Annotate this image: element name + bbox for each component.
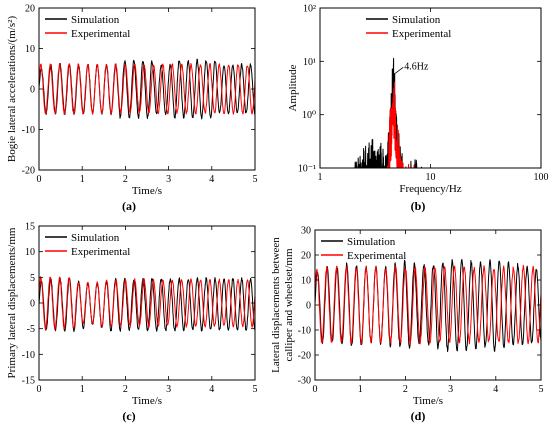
x-tick-label: 0 [37, 384, 42, 395]
y-tick-label: 10 [25, 247, 35, 258]
y-axis-label-line: Lateral displacements between [270, 237, 282, 373]
y-tick-label: 15 [25, 222, 35, 233]
x-tick-label: 0 [37, 174, 42, 185]
series-simulation [39, 277, 255, 333]
y-ticks: -15 -10 -5 0 5 10 15 [22, 222, 255, 387]
legend-label: Simulation [347, 236, 396, 248]
y-ticks: -20 -10 0 10 20 [22, 4, 255, 177]
x-tick-label: 1 [80, 384, 85, 395]
y-tick-label: 10 [301, 276, 311, 287]
y-tick-label: 0 [30, 299, 35, 310]
legend-label: Simulation [392, 14, 441, 26]
legend-label: Experimental [392, 28, 451, 40]
panel-c: 0 1 2 3 4 5 -15 -10 -5 0 5 10 15 Time/s Primary latera… [6, 222, 258, 424]
series-simulation [320, 57, 541, 168]
y-axis-label: Bogie lateral accelerations/(m/s²) [6, 16, 18, 163]
y-tick-label: -5 [27, 324, 35, 335]
series-experimental [320, 81, 541, 168]
legend: Simulation Experimental [321, 236, 406, 262]
x-tick-label: 5 [539, 384, 544, 395]
x-tick-label: 4 [209, 384, 214, 395]
x-tick-label: 3 [448, 384, 453, 395]
panel-label: (a) [122, 199, 136, 213]
series-experimental [39, 276, 255, 331]
y-axis-label-line: calliper and wheelset/mm [283, 248, 295, 361]
y-axis-label: Lateral displacements between calliper an… [270, 237, 295, 373]
plot-area [315, 258, 541, 353]
x-tick-label: 2 [123, 384, 128, 395]
panel-b: 1 10 100 10⁻¹ 10⁰ 10¹ 10² Frequency/Hz Amplitude… [287, 4, 549, 214]
y-ticks: 10⁻¹ 10⁰ 10¹ 10² [298, 4, 541, 175]
y-tick-label: 5 [30, 273, 35, 284]
x-tick-label: 5 [253, 174, 258, 185]
y-tick-label: 0 [30, 85, 35, 96]
legend-label: Experimental [71, 246, 130, 258]
x-tick-label: 100 [534, 172, 549, 183]
x-tick-label: 3 [166, 174, 171, 185]
y-tick-label: 20 [25, 4, 35, 15]
x-tick-label: 1 [80, 174, 85, 185]
y-tick-label: -10 [22, 350, 35, 361]
annotation-label: 4.6Hz [404, 61, 429, 72]
panel-a: 0 1 2 3 4 5 -20 -10 0 10 20 Time/s Bogie lateral acc… [6, 4, 258, 214]
y-tick-label: -15 [22, 376, 35, 387]
x-tick-label: 1 [358, 384, 363, 395]
x-tick-label: 0 [313, 384, 318, 395]
x-tick-label: 2 [403, 384, 408, 395]
x-axis-label: Time/s [132, 185, 162, 197]
y-tick-label: 0 [306, 301, 311, 312]
plot-area [320, 57, 541, 168]
x-tick-label: 1 [318, 172, 323, 183]
x-axis-label: Time/s [132, 395, 162, 407]
x-ticks: 1 10 100 [318, 8, 549, 183]
legend-label: Simulation [71, 14, 120, 26]
legend-label: Simulation [71, 232, 120, 244]
x-tick-label: 5 [253, 384, 258, 395]
x-ticks: 0 1 2 3 4 5 [37, 226, 258, 395]
y-tick-label: 20 [301, 251, 311, 262]
y-ticks: -30 -20 -10 0 10 20 30 [298, 226, 541, 387]
y-tick-label: 10² [303, 4, 316, 15]
legend: Simulation Experimental [45, 232, 130, 258]
x-tick-label: 10 [426, 172, 436, 183]
y-tick-label: -20 [298, 351, 311, 362]
series-experimental [315, 264, 541, 345]
legend-label: Experimental [71, 28, 130, 40]
panel-label: (d) [411, 409, 426, 423]
y-axis-label: Amplitude [287, 64, 299, 111]
series-experimental [39, 62, 255, 115]
x-ticks: 0 1 2 3 4 5 [313, 230, 544, 395]
annotation-pointer [394, 66, 404, 74]
y-tick-label: 10 [25, 44, 35, 55]
x-ticks: 0 1 2 3 4 5 [37, 8, 258, 185]
plot-area [39, 58, 255, 120]
y-tick-label: 10¹ [303, 57, 316, 68]
x-axis-label: Frequency/Hz [399, 183, 461, 195]
y-tick-label: -30 [298, 376, 311, 387]
x-tick-label: 2 [123, 174, 128, 185]
series-simulation [315, 258, 541, 353]
panel-label: (b) [411, 199, 426, 213]
y-tick-label: 10⁰ [302, 110, 316, 121]
y-tick-label: -10 [298, 326, 311, 337]
panel-label: (c) [122, 409, 135, 423]
x-tick-label: 4 [209, 174, 214, 185]
y-tick-label: -10 [22, 125, 35, 136]
x-tick-label: 3 [166, 384, 171, 395]
plot-area [39, 276, 255, 333]
panel-d: 0 1 2 3 4 5 -30 -20 -10 0 10 20 30 Time/s Lateral disp… [270, 226, 544, 424]
y-tick-label: 10⁻¹ [298, 164, 316, 175]
legend-label: Experimental [347, 250, 406, 262]
x-axis-label: Time/s [413, 395, 443, 407]
x-tick-label: 4 [493, 384, 498, 395]
y-tick-label: -20 [22, 166, 35, 177]
y-tick-label: 30 [301, 226, 311, 237]
legend: Simulation Experimental [366, 14, 451, 40]
y-axis-label: Primary lateral displacements/mm [6, 227, 18, 378]
legend: Simulation Experimental [45, 14, 130, 40]
